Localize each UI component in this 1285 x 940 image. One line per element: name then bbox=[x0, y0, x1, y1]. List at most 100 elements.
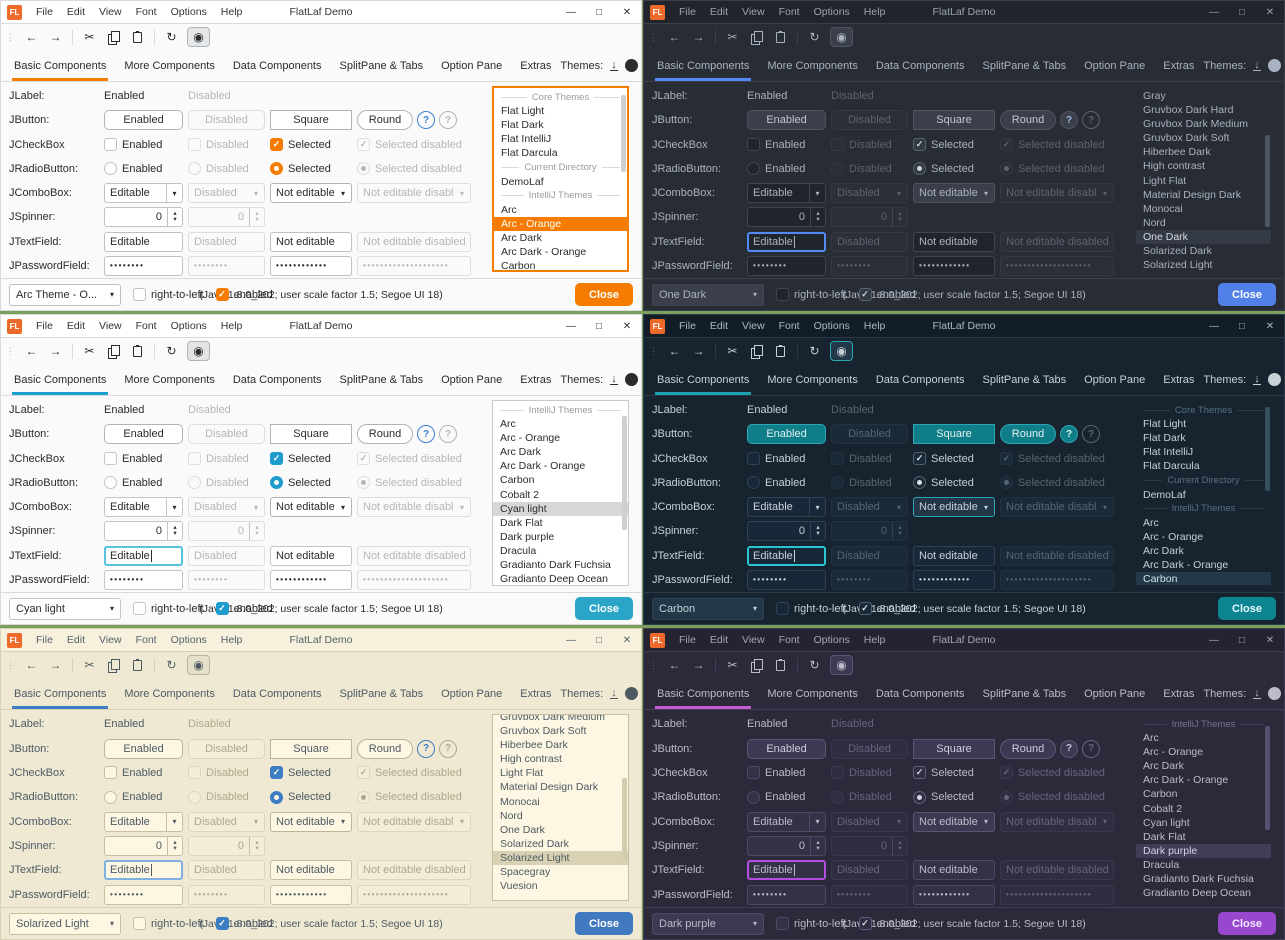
radio-enabled[interactable]: Enabled bbox=[747, 162, 826, 176]
combobox-disabled[interactable]: Disabled ▾ bbox=[831, 811, 908, 832]
theme-list-item[interactable]: Arc bbox=[501, 203, 517, 216]
menu-item-font[interactable]: Font bbox=[135, 320, 157, 332]
combobox-not-editable-disabled[interactable]: Not editable disabled ▾ bbox=[357, 811, 471, 832]
close-button[interactable]: ✕ bbox=[1265, 320, 1275, 332]
theme-list-item[interactable]: Arc Dark - Orange bbox=[501, 246, 587, 259]
theme-list-item[interactable]: Gradianto Deep Ocean bbox=[500, 573, 608, 586]
spinner-disabled[interactable]: 0 ▴ ▾ bbox=[831, 836, 908, 857]
spinner-disabled[interactable]: 0 ▴ ▾ bbox=[188, 521, 265, 542]
textfield-not-editable[interactable]: Not editable bbox=[913, 545, 995, 566]
theme-list-item[interactable]: Light Flat bbox=[1143, 174, 1187, 187]
minimize-button[interactable]: — bbox=[1209, 634, 1219, 646]
textfield-not-editable[interactable]: Not editable bbox=[913, 860, 995, 881]
tab-splitpane-tabs[interactable]: SplitPane & Tabs bbox=[982, 373, 1067, 386]
button-square[interactable]: Square bbox=[270, 110, 352, 131]
theme-list-item[interactable]: Arc - Orange bbox=[1143, 530, 1204, 543]
passwordfield[interactable]: •••••••• bbox=[188, 569, 265, 590]
textfield-not-editable-disabled[interactable]: Not editable disabled bbox=[1000, 545, 1114, 566]
tab-more-components[interactable]: More Components bbox=[767, 59, 858, 72]
menu-item-view[interactable]: View bbox=[99, 6, 122, 18]
radio-enabled[interactable]: Enabled bbox=[104, 790, 183, 804]
combobox-not-editable[interactable]: Not editable ▾ bbox=[913, 497, 995, 518]
checkbox-right-to-left[interactable]: right-to-left bbox=[133, 602, 204, 615]
theme-list-item[interactable]: Gruvbox Dark Hard bbox=[1143, 104, 1234, 117]
button-square[interactable]: Square bbox=[270, 738, 352, 759]
radio-disabled[interactable]: Disabled bbox=[188, 790, 265, 804]
tab-data-components[interactable]: Data Components bbox=[875, 59, 965, 72]
checkbox-disabled[interactable]: Disabled bbox=[188, 138, 265, 152]
combobox-not-editable-disabled[interactable]: Not editable disabled ▾ bbox=[357, 183, 471, 204]
refresh-icon[interactable]: ↻ bbox=[809, 30, 820, 44]
theme-list-item[interactable]: Flat IntelliJ bbox=[1143, 446, 1194, 459]
combobox-editable[interactable]: Editable ▾ bbox=[104, 811, 183, 832]
forward-icon[interactable]: → bbox=[692, 30, 705, 44]
back-icon[interactable]: ← bbox=[668, 30, 681, 44]
combobox-not-editable-disabled[interactable]: Not editable disabled ▾ bbox=[1000, 497, 1114, 518]
radio-disabled[interactable]: Disabled bbox=[831, 476, 908, 490]
paste-icon[interactable] bbox=[126, 655, 149, 675]
list-scrollbar-thumb[interactable] bbox=[1265, 134, 1270, 227]
paste-icon[interactable] bbox=[769, 655, 792, 675]
theme-list-item[interactable]: Cyan light bbox=[1143, 816, 1190, 829]
close-button[interactable]: Close bbox=[575, 283, 633, 306]
refresh-icon[interactable]: ↻ bbox=[166, 658, 177, 672]
show-icon[interactable]: ◉ bbox=[187, 655, 210, 675]
menu-item-options[interactable]: Options bbox=[170, 6, 207, 18]
close-button[interactable]: ✕ bbox=[622, 320, 632, 332]
help-button-disabled[interactable]: ? bbox=[439, 111, 457, 130]
close-button[interactable]: Close bbox=[575, 912, 633, 935]
tab-more-components[interactable]: More Components bbox=[124, 59, 215, 72]
github-icon[interactable] bbox=[1267, 373, 1281, 386]
theme-list-item[interactable]: Gruvbox Dark Soft bbox=[500, 725, 587, 738]
download-icon[interactable]: ↓ bbox=[1253, 58, 1261, 71]
radio-disabled[interactable]: Disabled bbox=[188, 162, 265, 176]
help-button-disabled[interactable]: ? bbox=[1082, 425, 1100, 444]
button-enabled[interactable]: Enabled bbox=[747, 738, 826, 759]
radio-enabled[interactable]: Enabled bbox=[747, 790, 826, 804]
radio-selected-disabled[interactable]: Selected disabled bbox=[357, 162, 471, 176]
checkbox-disabled[interactable]: Disabled bbox=[188, 766, 265, 780]
theme-list-item[interactable]: Hiberbee Dark bbox=[500, 739, 568, 752]
spinner-up-icon[interactable]: ▴ bbox=[173, 210, 177, 218]
checkbox-right-to-left[interactable]: right-to-left bbox=[776, 917, 847, 930]
textfield-disabled[interactable]: Disabled bbox=[188, 545, 265, 566]
theme-list-item[interactable]: Arc Dark bbox=[501, 231, 542, 244]
checkbox-disabled[interactable]: Disabled bbox=[188, 452, 265, 466]
spinner-buttons[interactable]: ▴ ▾ bbox=[167, 522, 182, 541]
back-icon[interactable]: ← bbox=[25, 658, 38, 672]
combobox-not-editable[interactable]: Not editable ▾ bbox=[270, 497, 352, 518]
theme-list-item[interactable]: Flat Dark bbox=[501, 119, 544, 132]
passwordfield[interactable]: •••••••• bbox=[188, 884, 265, 905]
menu-item-options[interactable]: Options bbox=[170, 634, 207, 646]
checkbox-selected-disabled[interactable]: ✓ Selected disabled bbox=[1000, 138, 1114, 152]
button-square[interactable]: Square bbox=[913, 424, 995, 445]
textfield-disabled[interactable]: Disabled bbox=[831, 545, 908, 566]
theme-list-item[interactable]: Material Design Dark bbox=[1143, 188, 1242, 201]
maximize-button[interactable]: □ bbox=[1238, 634, 1246, 646]
combobox-editable[interactable]: Editable ▾ bbox=[747, 811, 826, 832]
menu-item-options[interactable]: Options bbox=[170, 320, 207, 332]
theme-combobox[interactable]: Arc Theme - O... ▾ bbox=[9, 283, 121, 306]
tab-data-components[interactable]: Data Components bbox=[232, 687, 322, 700]
spinner-up-icon[interactable]: ▴ bbox=[255, 524, 259, 532]
spinner-disabled[interactable]: 0 ▴ ▾ bbox=[831, 521, 908, 542]
menu-item-font[interactable]: Font bbox=[135, 634, 157, 646]
tab-data-components[interactable]: Data Components bbox=[232, 59, 322, 72]
checkbox-enabled[interactable]: Enabled bbox=[747, 452, 826, 466]
theme-list-item[interactable]: Carbon bbox=[500, 474, 535, 487]
textfield-not-editable[interactable]: Not editable bbox=[270, 860, 352, 881]
github-icon[interactable] bbox=[1267, 59, 1281, 72]
forward-icon[interactable]: → bbox=[49, 658, 62, 672]
menu-item-file[interactable]: File bbox=[679, 634, 696, 646]
button-disabled[interactable]: Disabled bbox=[188, 738, 265, 759]
textfield-editable[interactable]: Editable bbox=[747, 231, 826, 252]
theme-list-item[interactable]: Nord bbox=[500, 809, 523, 822]
toolbar-grip[interactable]: ⋮ bbox=[6, 31, 15, 42]
button-round[interactable]: Round bbox=[357, 110, 413, 131]
theme-list-item[interactable]: Gray bbox=[1143, 90, 1166, 102]
theme-list-item[interactable]: Gruvbox Dark Soft bbox=[1143, 132, 1230, 145]
theme-list[interactable]: IntelliJ Themes Arc Arc - Orange Arc Dark Ar… bbox=[1135, 714, 1272, 901]
combobox-disabled[interactable]: Disabled ▾ bbox=[188, 811, 265, 832]
menu-item-file[interactable]: File bbox=[36, 634, 53, 646]
cut-icon[interactable]: ✂ bbox=[84, 30, 95, 44]
